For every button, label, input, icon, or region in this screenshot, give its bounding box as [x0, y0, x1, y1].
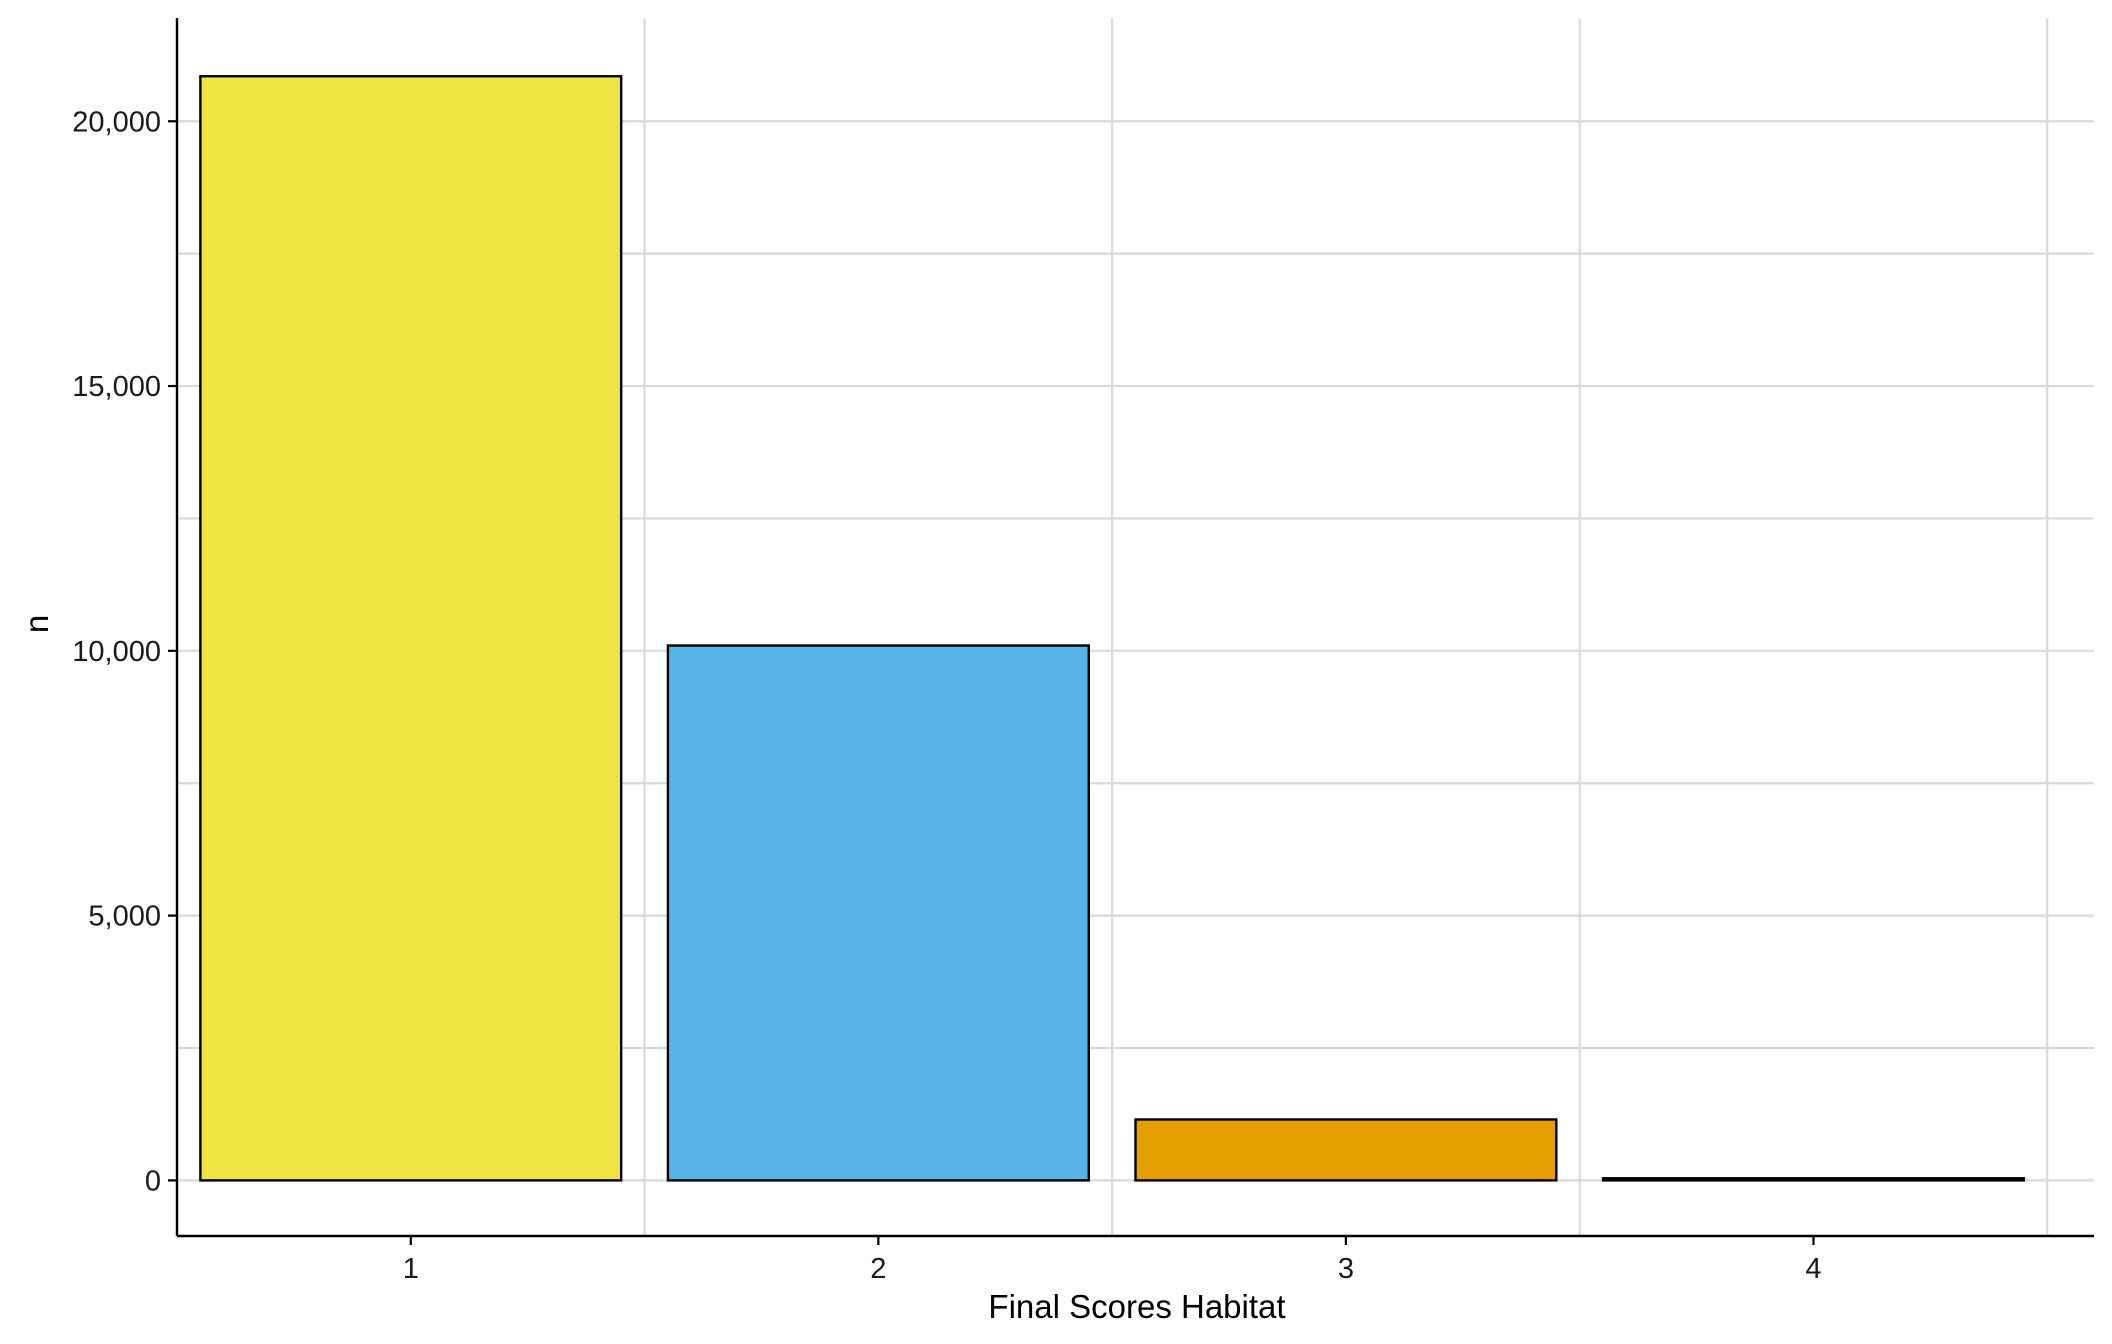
y-tick-label: 15,000 [72, 371, 161, 403]
x-tick-label: 2 [870, 1253, 886, 1285]
y-tick-label: 10,000 [72, 636, 161, 668]
bar-2 [666, 644, 1090, 1182]
bars [199, 75, 2026, 1182]
bar-3 [1134, 1118, 1558, 1182]
y-axis-ticks: 0 5,000 10,000 15,000 20,000 [72, 106, 177, 1197]
y-tick-label: 20,000 [72, 106, 161, 138]
x-tick-label: 4 [1805, 1253, 1821, 1285]
x-tick-label: 3 [1338, 1253, 1354, 1285]
x-axis-ticks: 1 2 3 4 [403, 1236, 1822, 1285]
bar-4 [1601, 1177, 2026, 1182]
y-tick-label: 0 [145, 1165, 161, 1197]
axes [175, 18, 2094, 1238]
y-axis-title: n [18, 615, 55, 633]
x-tick-label: 1 [403, 1253, 419, 1285]
y-tick-label: 5,000 [88, 901, 161, 933]
bar-1 [199, 75, 623, 1182]
x-axis-title: Final Scores Habitat [988, 1288, 1285, 1325]
